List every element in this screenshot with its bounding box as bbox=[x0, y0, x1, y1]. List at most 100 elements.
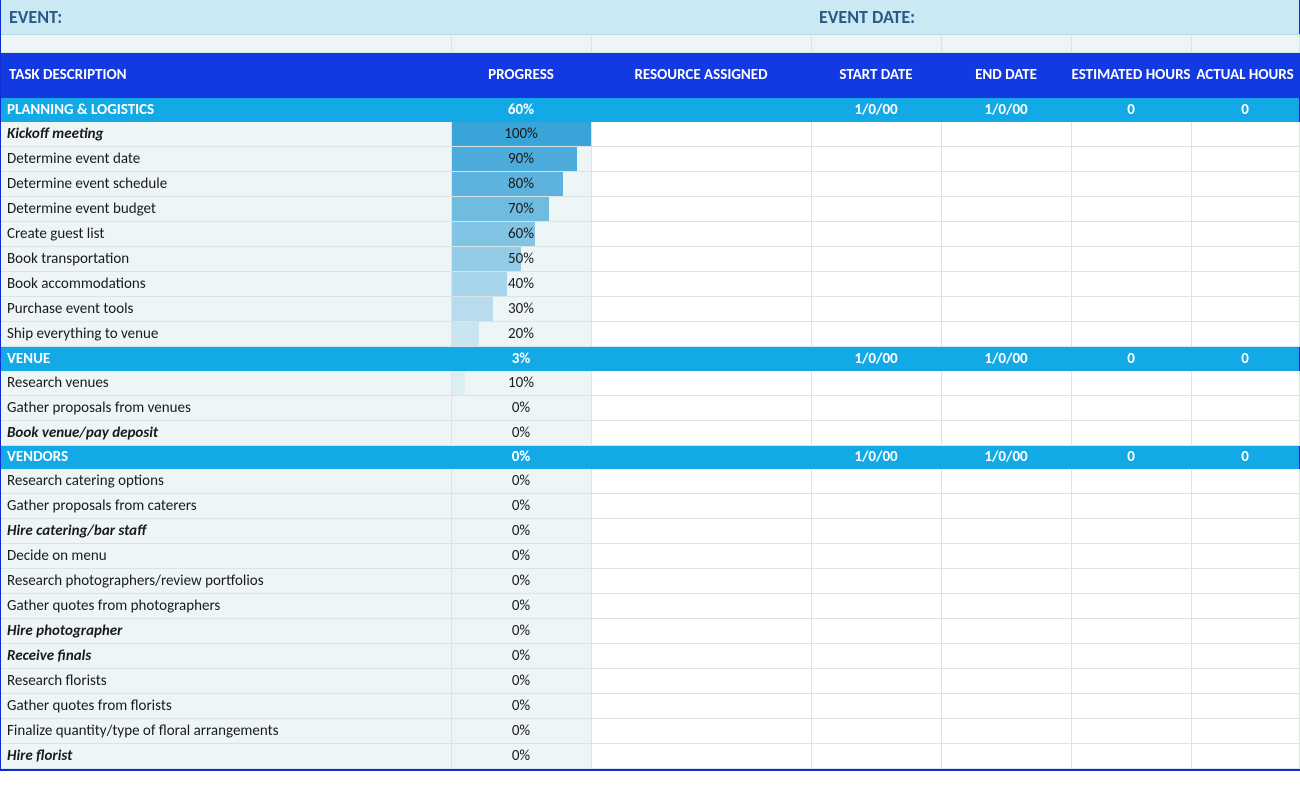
task-est-cell[interactable] bbox=[1071, 569, 1191, 594]
task-start-cell[interactable] bbox=[811, 644, 941, 669]
task-est-cell[interactable] bbox=[1071, 222, 1191, 247]
task-start-cell[interactable] bbox=[811, 744, 941, 769]
task-resource-cell[interactable] bbox=[591, 744, 811, 769]
task-end-cell[interactable] bbox=[941, 395, 1071, 420]
task-resource-cell[interactable] bbox=[591, 694, 811, 719]
task-description[interactable]: Gather quotes from photographers bbox=[1, 594, 451, 619]
task-progress-cell[interactable]: 0% bbox=[451, 395, 591, 420]
task-progress-cell[interactable]: 20% bbox=[451, 322, 591, 347]
task-progress-cell[interactable]: 70% bbox=[451, 197, 591, 222]
task-act-cell[interactable] bbox=[1191, 272, 1299, 297]
task-resource-cell[interactable] bbox=[591, 172, 811, 197]
task-description[interactable]: Research venues bbox=[1, 371, 451, 396]
task-act-cell[interactable] bbox=[1191, 122, 1299, 147]
task-start-cell[interactable] bbox=[811, 594, 941, 619]
task-start-cell[interactable] bbox=[811, 469, 941, 494]
task-act-cell[interactable] bbox=[1191, 594, 1299, 619]
task-description[interactable]: Determine event date bbox=[1, 147, 451, 172]
task-resource-cell[interactable] bbox=[591, 669, 811, 694]
task-description[interactable]: Kickoff meeting bbox=[1, 122, 451, 147]
task-end-cell[interactable] bbox=[941, 172, 1071, 197]
task-act-cell[interactable] bbox=[1191, 247, 1299, 272]
task-est-cell[interactable] bbox=[1071, 420, 1191, 445]
task-start-cell[interactable] bbox=[811, 272, 941, 297]
task-resource-cell[interactable] bbox=[591, 469, 811, 494]
task-progress-cell[interactable]: 0% bbox=[451, 494, 591, 519]
task-end-cell[interactable] bbox=[941, 222, 1071, 247]
task-end-cell[interactable] bbox=[941, 719, 1071, 744]
task-act-cell[interactable] bbox=[1191, 147, 1299, 172]
task-resource-cell[interactable] bbox=[591, 322, 811, 347]
task-start-cell[interactable] bbox=[811, 619, 941, 644]
task-start-cell[interactable] bbox=[811, 247, 941, 272]
task-progress-cell[interactable]: 0% bbox=[451, 644, 591, 669]
task-act-cell[interactable] bbox=[1191, 669, 1299, 694]
task-act-cell[interactable] bbox=[1191, 544, 1299, 569]
event-date-value[interactable] bbox=[1071, 0, 1299, 34]
task-description[interactable]: Book accommodations bbox=[1, 272, 451, 297]
task-est-cell[interactable] bbox=[1071, 247, 1191, 272]
task-act-cell[interactable] bbox=[1191, 644, 1299, 669]
task-resource-cell[interactable] bbox=[591, 222, 811, 247]
task-description[interactable]: Gather proposals from caterers bbox=[1, 494, 451, 519]
task-progress-cell[interactable]: 0% bbox=[451, 594, 591, 619]
task-act-cell[interactable] bbox=[1191, 469, 1299, 494]
task-progress-cell[interactable]: 100% bbox=[451, 122, 591, 147]
task-est-cell[interactable] bbox=[1071, 494, 1191, 519]
task-resource-cell[interactable] bbox=[591, 719, 811, 744]
task-end-cell[interactable] bbox=[941, 619, 1071, 644]
task-description[interactable]: Book venue/pay deposit bbox=[1, 420, 451, 445]
task-est-cell[interactable] bbox=[1071, 322, 1191, 347]
task-start-cell[interactable] bbox=[811, 297, 941, 322]
task-start-cell[interactable] bbox=[811, 122, 941, 147]
task-est-cell[interactable] bbox=[1071, 122, 1191, 147]
task-act-cell[interactable] bbox=[1191, 494, 1299, 519]
task-progress-cell[interactable]: 50% bbox=[451, 247, 591, 272]
task-resource-cell[interactable] bbox=[591, 594, 811, 619]
task-description[interactable]: Gather proposals from venues bbox=[1, 395, 451, 420]
task-resource-cell[interactable] bbox=[591, 247, 811, 272]
event-value[interactable] bbox=[451, 0, 811, 34]
task-resource-cell[interactable] bbox=[591, 644, 811, 669]
task-progress-cell[interactable]: 0% bbox=[451, 469, 591, 494]
task-resource-cell[interactable] bbox=[591, 197, 811, 222]
task-resource-cell[interactable] bbox=[591, 544, 811, 569]
task-description[interactable]: Determine event budget bbox=[1, 197, 451, 222]
task-progress-cell[interactable]: 40% bbox=[451, 272, 591, 297]
task-est-cell[interactable] bbox=[1071, 519, 1191, 544]
task-end-cell[interactable] bbox=[941, 297, 1071, 322]
task-progress-cell[interactable]: 0% bbox=[451, 694, 591, 719]
task-resource-cell[interactable] bbox=[591, 147, 811, 172]
task-end-cell[interactable] bbox=[941, 569, 1071, 594]
task-end-cell[interactable] bbox=[941, 544, 1071, 569]
task-start-cell[interactable] bbox=[811, 371, 941, 396]
task-act-cell[interactable] bbox=[1191, 420, 1299, 445]
task-est-cell[interactable] bbox=[1071, 147, 1191, 172]
task-end-cell[interactable] bbox=[941, 420, 1071, 445]
task-start-cell[interactable] bbox=[811, 569, 941, 594]
task-progress-cell[interactable]: 0% bbox=[451, 719, 591, 744]
task-description[interactable]: Determine event schedule bbox=[1, 172, 451, 197]
task-progress-cell[interactable]: 0% bbox=[451, 544, 591, 569]
task-end-cell[interactable] bbox=[941, 669, 1071, 694]
task-progress-cell[interactable]: 0% bbox=[451, 519, 591, 544]
task-description[interactable]: Ship everything to venue bbox=[1, 322, 451, 347]
task-end-cell[interactable] bbox=[941, 247, 1071, 272]
task-end-cell[interactable] bbox=[941, 272, 1071, 297]
task-description[interactable]: Finalize quantity/type of floral arrange… bbox=[1, 719, 451, 744]
task-est-cell[interactable] bbox=[1071, 669, 1191, 694]
task-act-cell[interactable] bbox=[1191, 694, 1299, 719]
task-description[interactable]: Decide on menu bbox=[1, 544, 451, 569]
task-end-cell[interactable] bbox=[941, 594, 1071, 619]
task-est-cell[interactable] bbox=[1071, 197, 1191, 222]
task-description[interactable]: Research photographers/review portfolios bbox=[1, 569, 451, 594]
task-est-cell[interactable] bbox=[1071, 744, 1191, 769]
task-progress-cell[interactable]: 0% bbox=[451, 420, 591, 445]
task-end-cell[interactable] bbox=[941, 147, 1071, 172]
task-act-cell[interactable] bbox=[1191, 322, 1299, 347]
task-start-cell[interactable] bbox=[811, 322, 941, 347]
task-est-cell[interactable] bbox=[1071, 371, 1191, 396]
task-est-cell[interactable] bbox=[1071, 272, 1191, 297]
task-resource-cell[interactable] bbox=[591, 395, 811, 420]
task-resource-cell[interactable] bbox=[591, 272, 811, 297]
